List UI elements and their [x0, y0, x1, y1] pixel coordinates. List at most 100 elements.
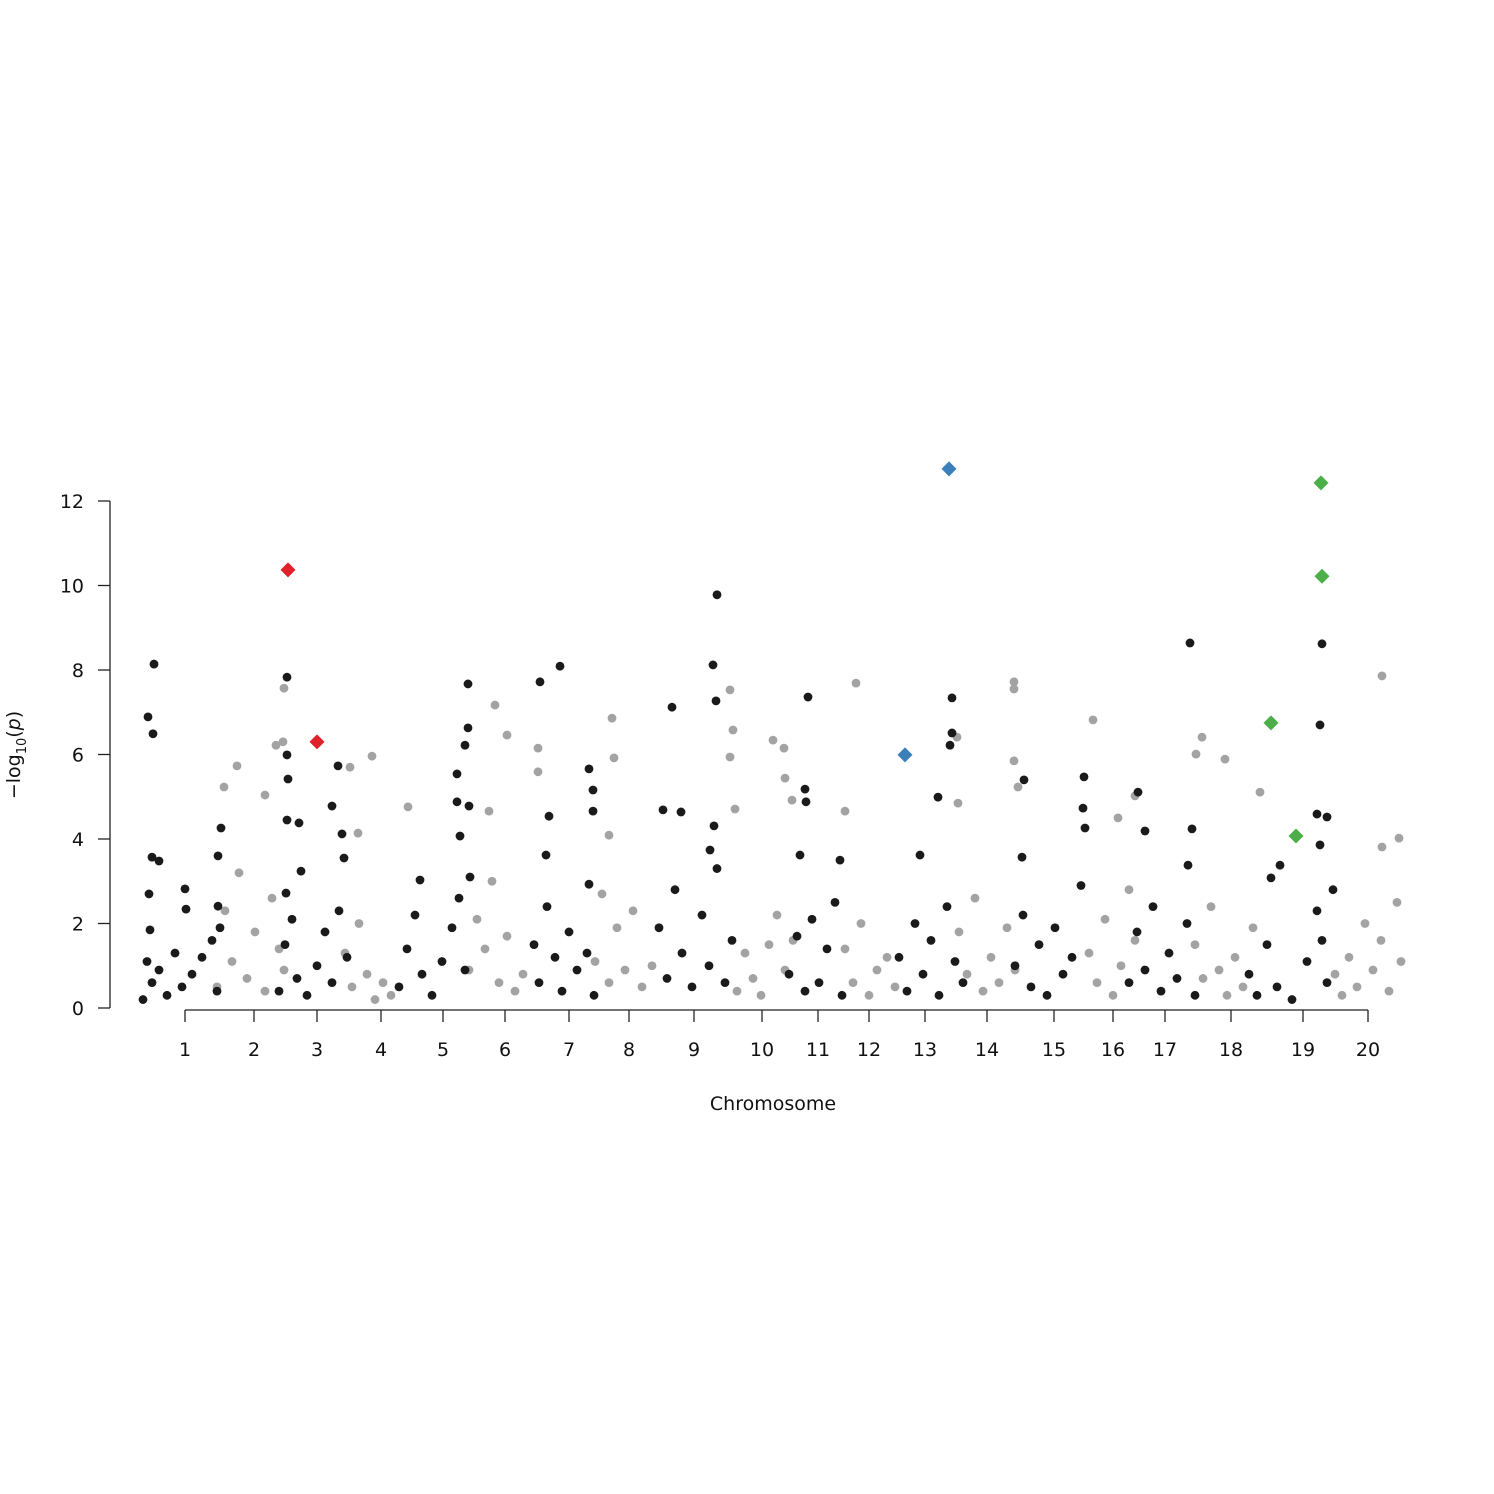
snp-point [490, 700, 500, 710]
x-tick-label: 9 [688, 1039, 700, 1061]
snp-point [597, 889, 607, 899]
snp-point [954, 927, 964, 937]
snp-point [327, 801, 337, 811]
snp-point [378, 978, 388, 988]
snp-point [728, 725, 738, 735]
snp-point [1080, 823, 1090, 833]
snp-point [207, 936, 217, 945]
snp-point [212, 986, 222, 996]
snp-point [1396, 957, 1406, 966]
snp-point [1010, 961, 1020, 971]
snp-point [149, 659, 159, 669]
snp-point [1190, 940, 1200, 950]
snp-point [460, 740, 470, 750]
snp-point [1133, 787, 1143, 797]
snp-point [962, 969, 972, 979]
snp-point [589, 990, 599, 1000]
snp-point [542, 902, 552, 911]
snp-point [260, 986, 270, 996]
snp-point [1191, 749, 1201, 759]
snp-point [337, 829, 347, 839]
snp-point [162, 990, 172, 1000]
snp-point [402, 944, 412, 954]
snp-point [1352, 982, 1362, 992]
snp-point [910, 919, 920, 928]
snp-point [354, 919, 364, 928]
snp-point [370, 995, 380, 1004]
snp-point [143, 712, 153, 722]
highlight-point [897, 747, 913, 763]
snp-point [1317, 639, 1327, 649]
x-tick-label: 18 [1219, 1039, 1243, 1061]
snp-point [1140, 965, 1150, 975]
snp-point [779, 743, 789, 753]
highlight-point [1263, 715, 1279, 731]
y-tick-label: 10 [60, 576, 84, 598]
snp-point [327, 978, 337, 988]
y-label-part: p [3, 718, 25, 731]
snp-point [1377, 671, 1387, 681]
x-tick-label: 16 [1101, 1039, 1125, 1061]
snp-point [1185, 638, 1195, 648]
snp-point [1116, 961, 1126, 971]
snp-point [945, 740, 955, 750]
snp-point [555, 661, 565, 671]
snp-point [1187, 824, 1197, 834]
snp-point [1394, 833, 1404, 843]
snp-point [1377, 842, 1387, 852]
snp-point [970, 893, 980, 903]
snp-point [670, 885, 680, 895]
snp-point [725, 685, 735, 695]
snp-point [637, 982, 647, 992]
snp-point [1344, 952, 1354, 962]
x-tick-label: 19 [1291, 1039, 1315, 1061]
snp-point [417, 969, 427, 979]
snp-point [756, 990, 766, 1000]
snp-point [281, 888, 291, 898]
snp-point [1148, 902, 1158, 911]
snp-point [227, 957, 237, 966]
snp-point [947, 728, 957, 738]
snp-point [894, 952, 904, 962]
snp-point [312, 961, 322, 971]
snp-point [709, 821, 719, 831]
snp-point [472, 914, 482, 924]
snp-point [704, 961, 714, 971]
x-axis-label: Chromosome [710, 1093, 836, 1115]
x-tick-label: 2 [248, 1039, 260, 1061]
snp-point [1019, 775, 1029, 785]
snp-point [1238, 982, 1248, 992]
x-tick-label: 14 [975, 1039, 999, 1061]
snp-point [145, 925, 155, 935]
snp-point [787, 795, 797, 805]
y-tick-label: 6 [72, 745, 84, 767]
y-tick-label: 2 [72, 914, 84, 936]
snp-point [1220, 754, 1230, 764]
y-tick-label: 0 [72, 998, 84, 1020]
snp-point [1360, 919, 1370, 928]
snp-point [620, 965, 630, 975]
snp-point [1050, 923, 1060, 933]
snp-point [1206, 902, 1216, 911]
snp-point [502, 730, 512, 740]
snp-point [410, 910, 420, 920]
snp-point [795, 850, 805, 860]
snp-point [607, 713, 617, 723]
snp-point [1252, 990, 1262, 1000]
snp-point [274, 986, 284, 996]
snp-point [557, 986, 567, 996]
snp-point [958, 978, 968, 988]
snp-point [851, 678, 861, 688]
snp-point [1376, 936, 1386, 945]
snp-point [814, 978, 824, 988]
snp-point [792, 931, 802, 941]
snp-point [454, 893, 464, 903]
snp-point [950, 957, 960, 966]
snp-point [142, 957, 152, 966]
snp-point [800, 784, 810, 794]
snp-point [279, 965, 289, 975]
snp-point [712, 590, 722, 600]
snp-point [872, 965, 882, 975]
snp-point [487, 876, 497, 886]
x-tick-label: 17 [1153, 1039, 1177, 1061]
